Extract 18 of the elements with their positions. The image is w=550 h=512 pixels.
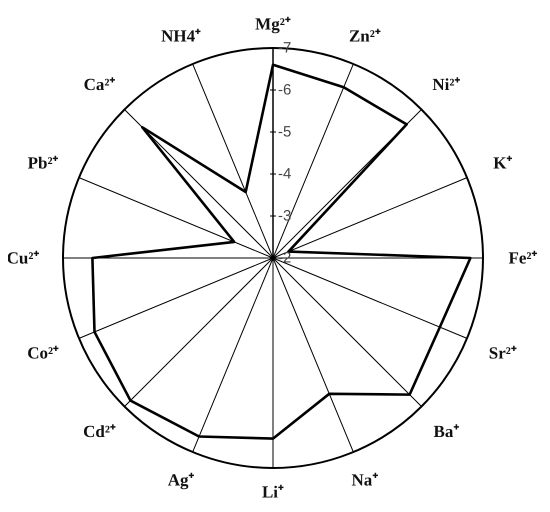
spoke-label: Cd²⁺ bbox=[83, 422, 116, 441]
y-tick-label: -6 bbox=[278, 82, 292, 98]
spoke-label: Mg²⁺ bbox=[255, 14, 291, 34]
spoke-label: NH4⁺ bbox=[161, 26, 202, 46]
y-tick-label: -5 bbox=[278, 124, 292, 140]
spoke-label: Ag⁺ bbox=[168, 470, 194, 490]
spoke-label: K⁺ bbox=[493, 153, 512, 172]
spoke-label: Ba⁺ bbox=[434, 422, 460, 441]
y-tick-label: -4 bbox=[278, 166, 292, 182]
spoke-label: Li⁺ bbox=[262, 482, 284, 502]
spoke-label: Fe²⁺ bbox=[508, 248, 538, 268]
spoke-label: Sr²⁺ bbox=[488, 344, 517, 363]
spoke-label: Pb²⁺ bbox=[28, 153, 59, 172]
spoke-label: Zn²⁺ bbox=[348, 26, 381, 46]
spoke-label: Ca²⁺ bbox=[84, 75, 116, 94]
spoke-label: Co²⁺ bbox=[27, 344, 60, 363]
spoke-label: Na⁺ bbox=[352, 470, 378, 490]
spoke-label: Ni²⁺ bbox=[432, 75, 461, 94]
